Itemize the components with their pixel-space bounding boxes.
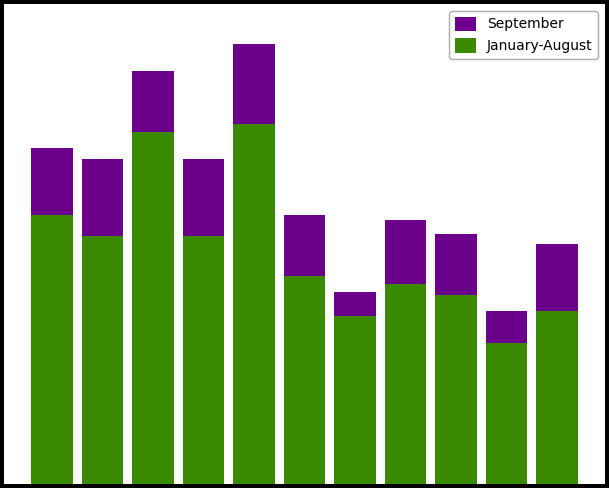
Bar	[284, 276, 325, 484]
Bar	[132, 132, 174, 484]
Bar	[435, 295, 477, 484]
Bar	[536, 244, 577, 311]
Bar	[334, 316, 376, 484]
Bar	[233, 124, 275, 484]
Bar	[82, 159, 123, 236]
Bar	[486, 311, 527, 343]
Bar	[32, 148, 73, 215]
Bar	[334, 292, 376, 316]
Bar	[132, 71, 174, 132]
Bar	[385, 284, 426, 484]
Bar	[82, 236, 123, 484]
Bar	[284, 215, 325, 276]
Bar	[183, 159, 224, 236]
Bar	[233, 44, 275, 124]
Bar	[32, 215, 73, 484]
Legend: September, January-August: September, January-August	[449, 11, 598, 59]
Bar	[385, 220, 426, 284]
Bar	[536, 311, 577, 484]
Bar	[486, 343, 527, 484]
Bar	[183, 236, 224, 484]
Bar	[435, 234, 477, 295]
